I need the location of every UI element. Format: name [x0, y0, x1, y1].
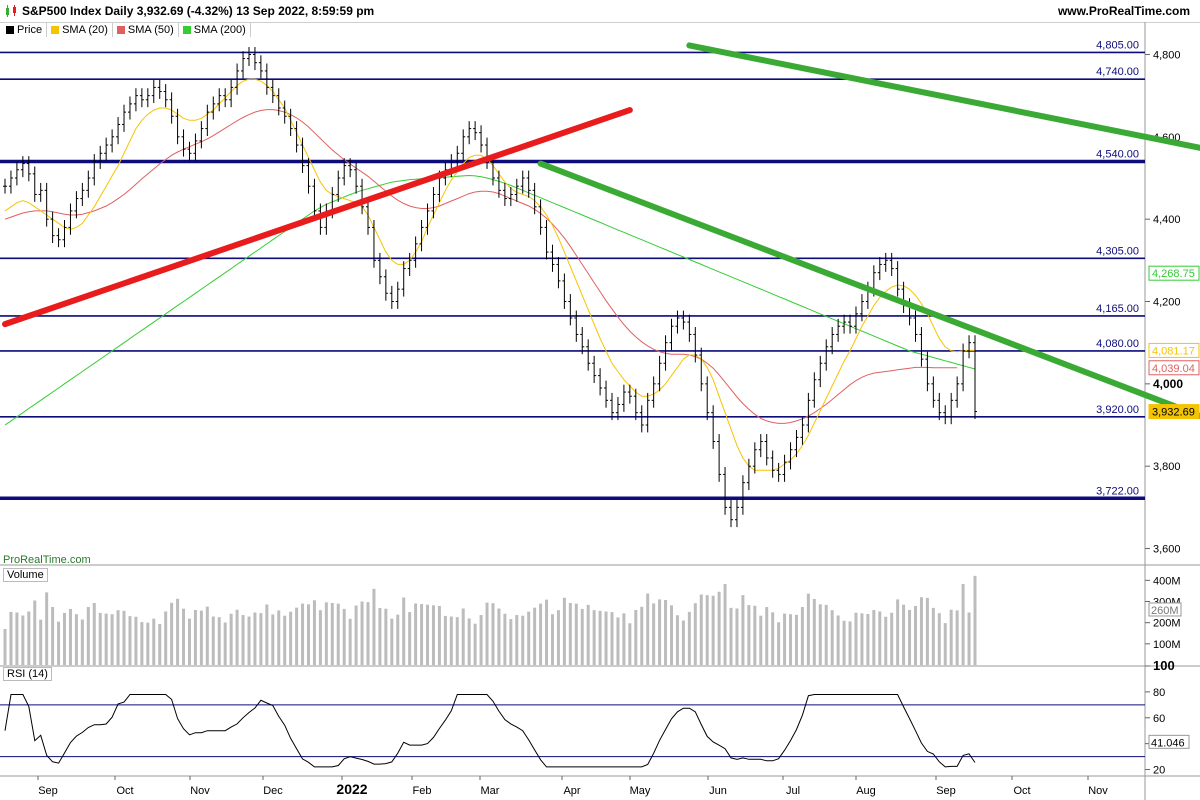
x-tick-label: Jun — [709, 785, 727, 797]
y-tick-label: 4,800 — [1153, 49, 1181, 61]
legend-label: SMA (50) — [127, 24, 174, 36]
candlestick-icon — [6, 5, 16, 17]
level-label: 4,740.00 — [1096, 66, 1139, 78]
x-tick-label: Sep — [38, 785, 58, 797]
volume-tick-label: 100M — [1153, 639, 1181, 651]
y-tick-label: 4,400 — [1153, 214, 1181, 226]
y-tick-label: 4,200 — [1153, 297, 1181, 309]
rsi-panel-label: RSI (14) — [3, 667, 52, 681]
trendline — [686, 42, 1200, 151]
price-tag-label: 4,081.17 — [1152, 345, 1195, 357]
level-label: 4,305.00 — [1096, 245, 1139, 257]
rsi-line — [4, 694, 976, 768]
x-tick-label: Jul — [786, 785, 800, 797]
indicator-legend: Price SMA (20) SMA (50) SMA (200) — [2, 23, 251, 37]
legend-swatch — [6, 26, 14, 34]
title-bar: S&P500 Index Daily 3,932.69 (-4.32%) 13 … — [0, 0, 1200, 23]
legend-sma20[interactable]: SMA (20) — [47, 23, 113, 37]
volume-panel-label: Volume — [3, 568, 48, 582]
price-tag — [1148, 404, 1200, 420]
x-tick-label: Oct — [1013, 785, 1030, 797]
x-tick-label: Feb — [413, 785, 432, 797]
level-label: 4,540.00 — [1096, 149, 1139, 161]
level-label: 4,080.00 — [1096, 338, 1139, 350]
rsi-tick-label: 40 — [1153, 739, 1165, 751]
price-tag — [1148, 342, 1200, 358]
legend-price[interactable]: Price — [2, 23, 48, 37]
rsi-tick-label: 80 — [1153, 687, 1165, 699]
price-tag — [1148, 360, 1200, 376]
volume-tick-label: 300M — [1153, 597, 1181, 609]
legend-swatch — [182, 26, 191, 34]
y-tick-label: 4,000 — [1153, 377, 1183, 391]
price-tag-label: 4,268.75 — [1152, 268, 1195, 280]
volume-tick-label: 200M — [1153, 618, 1181, 630]
level-label: 4,805.00 — [1096, 39, 1139, 51]
y-tick-label: 3,800 — [1153, 461, 1181, 473]
sma50-line — [4, 109, 958, 424]
rsi-tag-label: 41.046 — [1151, 737, 1185, 749]
x-tick-label: May — [630, 785, 651, 797]
x-tick-label: Sep — [936, 785, 956, 797]
volume-tick-label: 400M — [1153, 575, 1181, 587]
rsi-tick-label: 60 — [1153, 713, 1165, 725]
legend-sma50[interactable]: SMA (50) — [113, 23, 179, 37]
credit-text: ProRealTime.com — [3, 554, 91, 566]
rsi-tick-label: 20 — [1153, 765, 1165, 777]
site-link[interactable]: www.ProRealTime.com — [1057, 4, 1190, 18]
price-tag — [1148, 265, 1200, 281]
x-tick-label: Nov — [190, 785, 210, 797]
legend-label: SMA (200) — [193, 24, 246, 36]
volume-tag — [1148, 602, 1182, 617]
sma200-line — [4, 174, 976, 426]
legend-sma200[interactable]: SMA (200) — [179, 23, 251, 37]
x-tick-label: Aug — [856, 785, 876, 797]
chart-title: S&P500 Index Daily 3,932.69 (-4.32%) 13 … — [22, 4, 375, 18]
x-tick-label: Mar — [481, 785, 500, 797]
trendline — [537, 160, 1200, 420]
sma20-line — [4, 78, 975, 471]
x-tick-label: Oct — [116, 785, 133, 797]
level-label: 3,920.00 — [1096, 404, 1139, 416]
x-tick-label: 2022 — [336, 781, 367, 797]
legend-label: Price — [17, 24, 43, 36]
y-tick-label: 3,600 — [1153, 544, 1181, 556]
legend-swatch — [116, 26, 125, 34]
x-tick-label: Nov — [1088, 785, 1108, 797]
level-label: 4,165.00 — [1096, 303, 1139, 315]
rsi-tick-label: 100 — [1153, 658, 1175, 673]
x-tick-label: Apr — [563, 785, 580, 797]
price-tag-label: 3,932.69 — [1152, 407, 1195, 419]
legend-label: SMA (20) — [62, 24, 108, 36]
rsi-tag — [1148, 734, 1190, 749]
trendline — [2, 107, 633, 328]
level-label: 3,722.00 — [1096, 485, 1139, 497]
price-tag-label: 4,039.04 — [1152, 363, 1195, 375]
x-tick-label: Dec — [263, 785, 283, 797]
volume-tag-label: 260M — [1151, 605, 1179, 617]
y-tick-label: 4,600 — [1153, 132, 1181, 144]
legend-swatch — [51, 26, 60, 34]
